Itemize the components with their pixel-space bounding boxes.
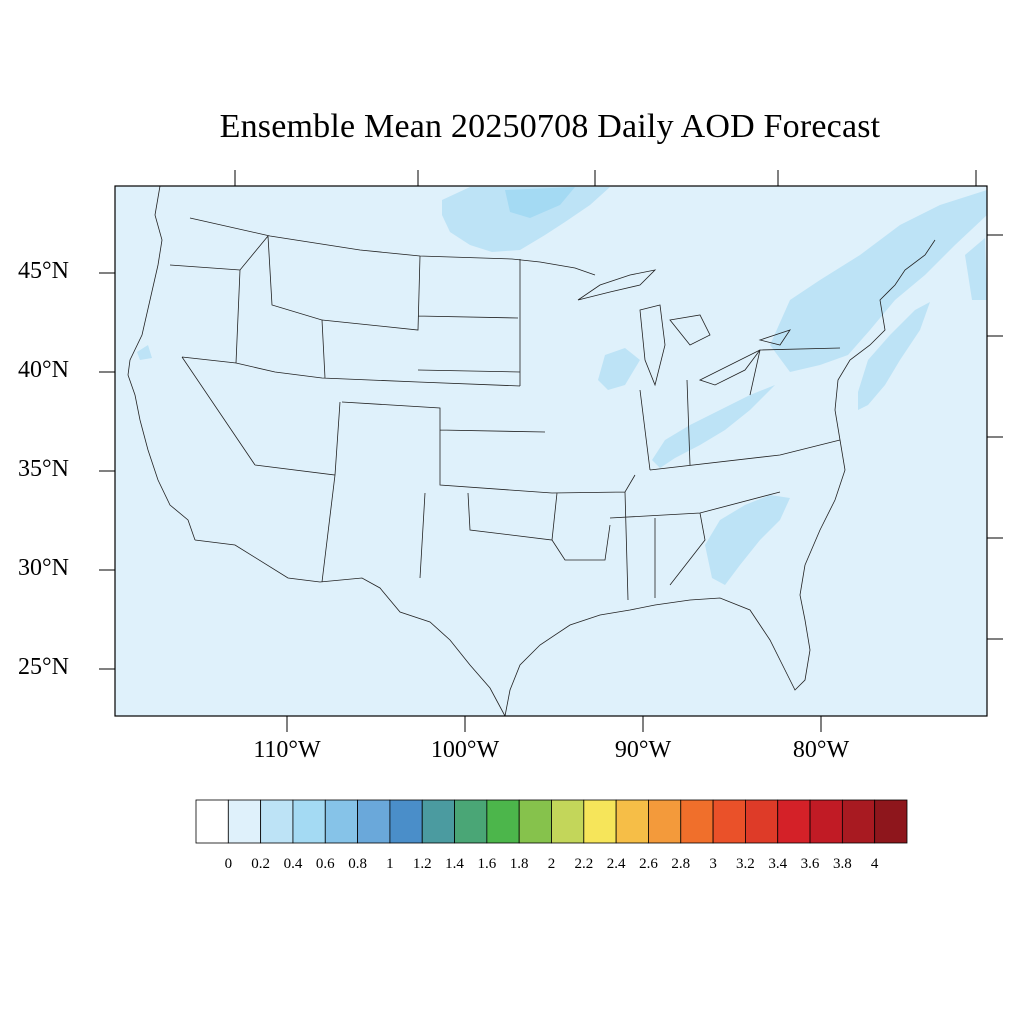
- colorbar-box: [454, 799, 488, 844]
- colorbar-tick-label: 2: [547, 856, 556, 872]
- colorbar-box: [648, 799, 682, 844]
- aod-region-georgia: [705, 495, 790, 585]
- canada-border: [189, 217, 596, 276]
- colorbar-tick-label: 0.2: [251, 856, 270, 872]
- state-lines: [169, 235, 841, 601]
- lat-label-45n: 45°N: [18, 258, 69, 284]
- colorbar-tick-label: 0.6: [315, 856, 335, 872]
- west-coast: [127, 185, 196, 541]
- colorbar-box: [195, 799, 229, 844]
- colorbar-tick-label: 1: [386, 856, 394, 872]
- colorbar-box: [518, 799, 552, 844]
- colorbar-box: [777, 799, 811, 844]
- colorbar-tick-label: 3.4: [768, 856, 788, 872]
- colorbar-box: [551, 799, 585, 844]
- colorbar-box: [874, 799, 908, 844]
- colorbar-tick-label: 3.8: [832, 856, 852, 872]
- colorbar-tick-label: 2.8: [671, 856, 691, 872]
- colorbar-tick-label: 3: [709, 856, 717, 872]
- colorbar-box: [389, 799, 423, 844]
- colorbar-tick-label: 1.2: [412, 856, 432, 872]
- boundaries: [127, 185, 936, 717]
- aod-region-northeast: [770, 190, 987, 372]
- colorbar-box: [583, 799, 617, 844]
- lat-label-35n: 35°N: [18, 456, 69, 482]
- lon-label-100w: 100°W: [430, 737, 500, 763]
- colorbar-tick-label: 0.8: [348, 856, 367, 872]
- top-ticks: [234, 170, 977, 186]
- map-title: Ensemble Mean 20250708 Daily AOD Forecas…: [219, 108, 881, 145]
- mexico-border: [194, 539, 506, 717]
- colorbar-tick-label: 2.2: [574, 856, 594, 872]
- lat-label-25n: 25°N: [18, 654, 69, 680]
- colorbar-box: [486, 799, 520, 844]
- aod-region-ohio-valley: [652, 385, 775, 468]
- colorbar-tick-label: 4: [870, 856, 879, 872]
- colorbar-box: [841, 799, 876, 844]
- colorbar-tick-label: 1.6: [477, 856, 497, 872]
- colorbar-box: [809, 799, 843, 844]
- colorbar-box: [227, 799, 262, 844]
- colorbar-box: [745, 799, 779, 844]
- colorbar-tick-label: 3.6: [800, 856, 820, 872]
- colorbar-tick-label: 0.4: [283, 856, 303, 872]
- aod-region-iowa: [598, 348, 640, 390]
- aod-peak-ontario: [505, 187, 575, 218]
- colorbar-tick-label: 3.2: [736, 856, 755, 872]
- colorbar-tick-label: 0: [224, 856, 233, 872]
- lat-label-40n: 40°N: [18, 357, 69, 383]
- colorbar-box: [615, 799, 649, 844]
- colorbar-tick-label: 1.4: [445, 856, 464, 872]
- aod-region-california-coast: [137, 345, 152, 360]
- colorbar-tick-label: 1.8: [509, 856, 529, 872]
- colorbar-tick-label: 2.6: [639, 856, 658, 872]
- aod-region-atlantic-plume: [858, 302, 930, 410]
- colorbar-box: [292, 799, 326, 844]
- lat-label-30n: 30°N: [18, 555, 69, 581]
- lon-label-90w: 90°W: [614, 737, 672, 763]
- lon-label-80w: 80°W: [792, 737, 850, 763]
- right-ticks: [987, 234, 1003, 640]
- colorbar-box: [260, 799, 294, 844]
- colorbar-box: [680, 799, 714, 844]
- colorbar: [195, 799, 908, 844]
- lon-label-110w: 110°W: [253, 737, 321, 763]
- aod-region-nova-scotia: [965, 238, 987, 300]
- colorbar-box: [324, 799, 358, 844]
- colorbar-box: [421, 799, 455, 844]
- aod-region-lake-superior: [442, 187, 610, 252]
- great-lakes: [577, 269, 791, 387]
- east-coast: [804, 239, 936, 566]
- gulf-coast: [504, 564, 811, 717]
- aod-field: [137, 187, 987, 585]
- colorbar-box: [712, 799, 746, 844]
- left-ticks: [99, 272, 115, 670]
- bottom-ticks: [286, 716, 822, 732]
- map-frame: [114, 185, 988, 717]
- colorbar-tick-label: 2.4: [606, 856, 626, 872]
- colorbar-box: [357, 799, 391, 844]
